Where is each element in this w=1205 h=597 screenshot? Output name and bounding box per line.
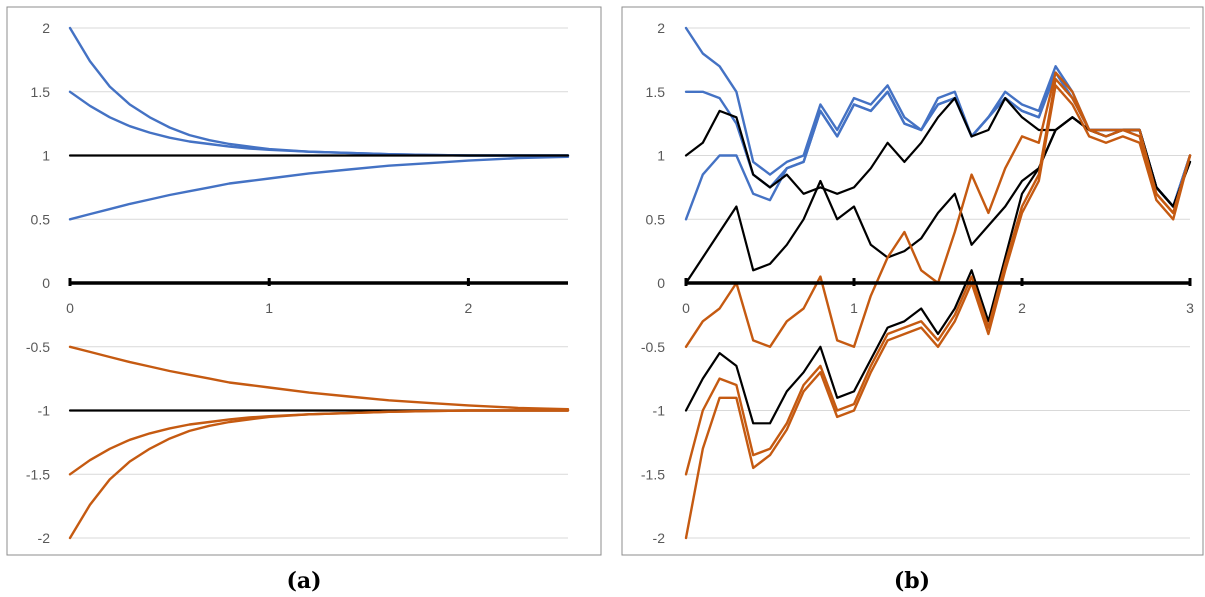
- x-tick-label: 3: [1186, 300, 1194, 316]
- y-tick-label: -1: [38, 403, 51, 419]
- chart-a-x-axis: [68, 278, 568, 286]
- chart-panel-b: 2 1.5 1 0.5 0 -0.5 -1 -1.5 -2 0 1 2 3: [621, 6, 1204, 556]
- y-tick-label: 0.5: [646, 211, 666, 227]
- series-line-orange: [68, 409, 570, 540]
- y-tick-label: 0: [657, 275, 665, 291]
- x-tick-label: 1: [850, 300, 858, 316]
- y-tick-label: 2: [42, 20, 50, 36]
- x-tick-label: 0: [66, 300, 74, 316]
- series-line-orange: [684, 84, 1192, 540]
- chart-a-x-ticks: 0 1 2: [66, 300, 472, 316]
- series-line-blue: [68, 155, 570, 221]
- y-tick-label: 0: [42, 275, 50, 291]
- y-tick-label: 2: [657, 20, 665, 36]
- y-tick-label: 1.5: [646, 84, 666, 100]
- chart-b-frame: [621, 6, 1204, 556]
- chart-b-y-ticks: 2 1.5 1 0.5 0 -0.5 -1 -1.5 -2: [641, 20, 665, 546]
- caption-b: (b): [894, 568, 930, 594]
- series-line-orange: [68, 345, 570, 411]
- y-tick-label: 1: [657, 148, 665, 164]
- y-tick-label: -1.5: [26, 466, 50, 482]
- chart-a-y-ticks: 2 1.5 1 0.5 0 -0.5 -1 -1.5 -2: [26, 20, 50, 546]
- x-tick-label: 2: [465, 300, 473, 316]
- chart-a-series: [68, 26, 570, 540]
- chart-a-frame: [6, 6, 602, 556]
- chart-panel-a: 2 1.5 1 0.5 0 -0.5 -1 -1.5 -2 0 1 2: [6, 6, 602, 556]
- chart-b-x-axis: [684, 278, 1192, 286]
- x-tick-label: 0: [682, 300, 690, 316]
- y-tick-label: 1.5: [31, 84, 51, 100]
- y-tick-label: -0.5: [26, 339, 50, 355]
- y-tick-label: -1.5: [641, 466, 665, 482]
- y-tick-label: 0.5: [31, 211, 51, 227]
- y-tick-label: -1: [653, 403, 666, 419]
- y-tick-label: -2: [653, 530, 666, 546]
- y-tick-label: -0.5: [641, 339, 665, 355]
- x-tick-label: 1: [265, 300, 273, 316]
- caption-a: (a): [286, 568, 321, 594]
- y-tick-label: 1: [42, 148, 50, 164]
- y-tick-label: -2: [38, 530, 51, 546]
- x-tick-label: 2: [1018, 300, 1026, 316]
- chart-b-x-ticks: 0 1 2 3: [682, 300, 1194, 316]
- series-line-orange: [684, 77, 1192, 476]
